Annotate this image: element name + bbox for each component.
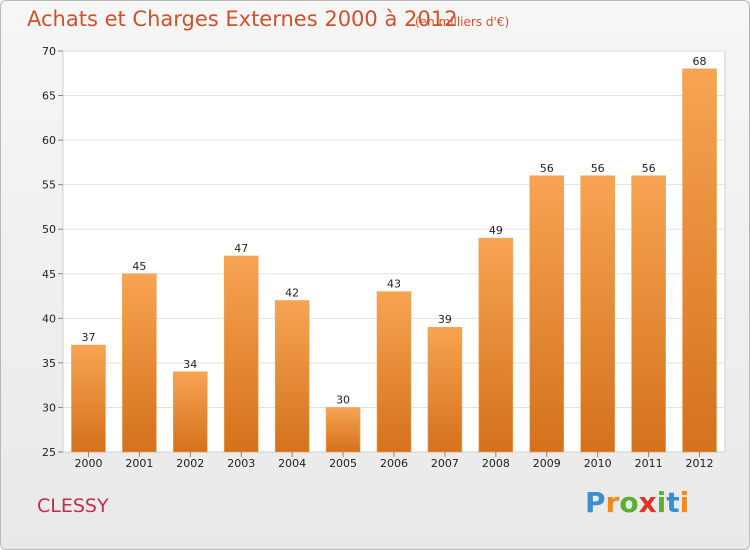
- logo-letter: P: [585, 486, 606, 519]
- chart-subtitle: (en milliers d'€): [415, 15, 510, 29]
- bar-2009: [529, 175, 565, 453]
- x-tick-label: 2009: [533, 457, 561, 470]
- data-label: 43: [387, 278, 401, 291]
- x-tick-label: 2004: [278, 457, 306, 470]
- bar-2004: [274, 300, 310, 453]
- x-tick-label: 2000: [74, 457, 102, 470]
- bar-2006: [376, 291, 412, 453]
- logo-letter: i: [656, 486, 667, 519]
- y-tick-label: 65: [42, 90, 56, 103]
- y-tick-label: 45: [42, 268, 56, 281]
- y-tick-label: 60: [42, 134, 56, 147]
- bar-2012: [682, 68, 717, 453]
- bar-2007: [427, 326, 463, 453]
- x-tick-label: 2010: [584, 457, 612, 470]
- y-tick-label: 25: [42, 446, 56, 459]
- bar-2000: [71, 344, 106, 453]
- x-tick-label: 2008: [482, 457, 510, 470]
- logo-letter: t: [666, 486, 680, 519]
- y-tick-label: 30: [42, 401, 56, 414]
- y-tick-label: 55: [42, 179, 56, 192]
- data-label: 56: [540, 162, 554, 175]
- bar-2001: [122, 273, 157, 453]
- data-label: 39: [438, 313, 452, 326]
- data-label: 47: [234, 242, 248, 255]
- x-tick-label: 2006: [380, 457, 408, 470]
- commune-name: CLESSY: [37, 495, 109, 517]
- data-label: 42: [285, 287, 299, 300]
- x-tick-label: 2005: [329, 457, 357, 470]
- proxiti-logo: Proxiti: [585, 486, 689, 519]
- data-label: 45: [132, 260, 146, 273]
- x-tick-label: 2007: [431, 457, 459, 470]
- y-tick-label: 50: [42, 223, 56, 236]
- logo-letter: r: [605, 486, 620, 519]
- bar-2011: [631, 175, 666, 453]
- logo-letter: o: [619, 486, 639, 519]
- x-tick-label: 2002: [176, 457, 204, 470]
- bar-2008: [478, 237, 514, 453]
- bar-2002: [173, 371, 208, 453]
- data-label: 56: [591, 162, 605, 175]
- x-tick-label: 2011: [635, 457, 663, 470]
- x-tick-label: 2001: [125, 457, 153, 470]
- bar-2010: [580, 175, 615, 453]
- data-label: 68: [693, 55, 707, 68]
- data-label: 56: [642, 162, 656, 175]
- y-tick-label: 40: [42, 312, 56, 325]
- data-label: 49: [489, 224, 503, 237]
- logo-letter: x: [638, 486, 657, 519]
- chart-title: Achats et Charges Externes 2000 à 2012: [27, 7, 458, 31]
- data-label: 34: [183, 358, 197, 371]
- data-label: 30: [336, 393, 350, 406]
- logo-letter: i: [679, 486, 690, 519]
- bar-2003: [223, 255, 259, 453]
- bar-2005: [325, 407, 361, 453]
- x-tick-label: 2012: [686, 457, 714, 470]
- y-tick-label: 70: [42, 45, 56, 58]
- x-tick-label: 2003: [227, 457, 255, 470]
- y-tick-label: 35: [42, 357, 56, 370]
- data-label: 37: [81, 331, 95, 344]
